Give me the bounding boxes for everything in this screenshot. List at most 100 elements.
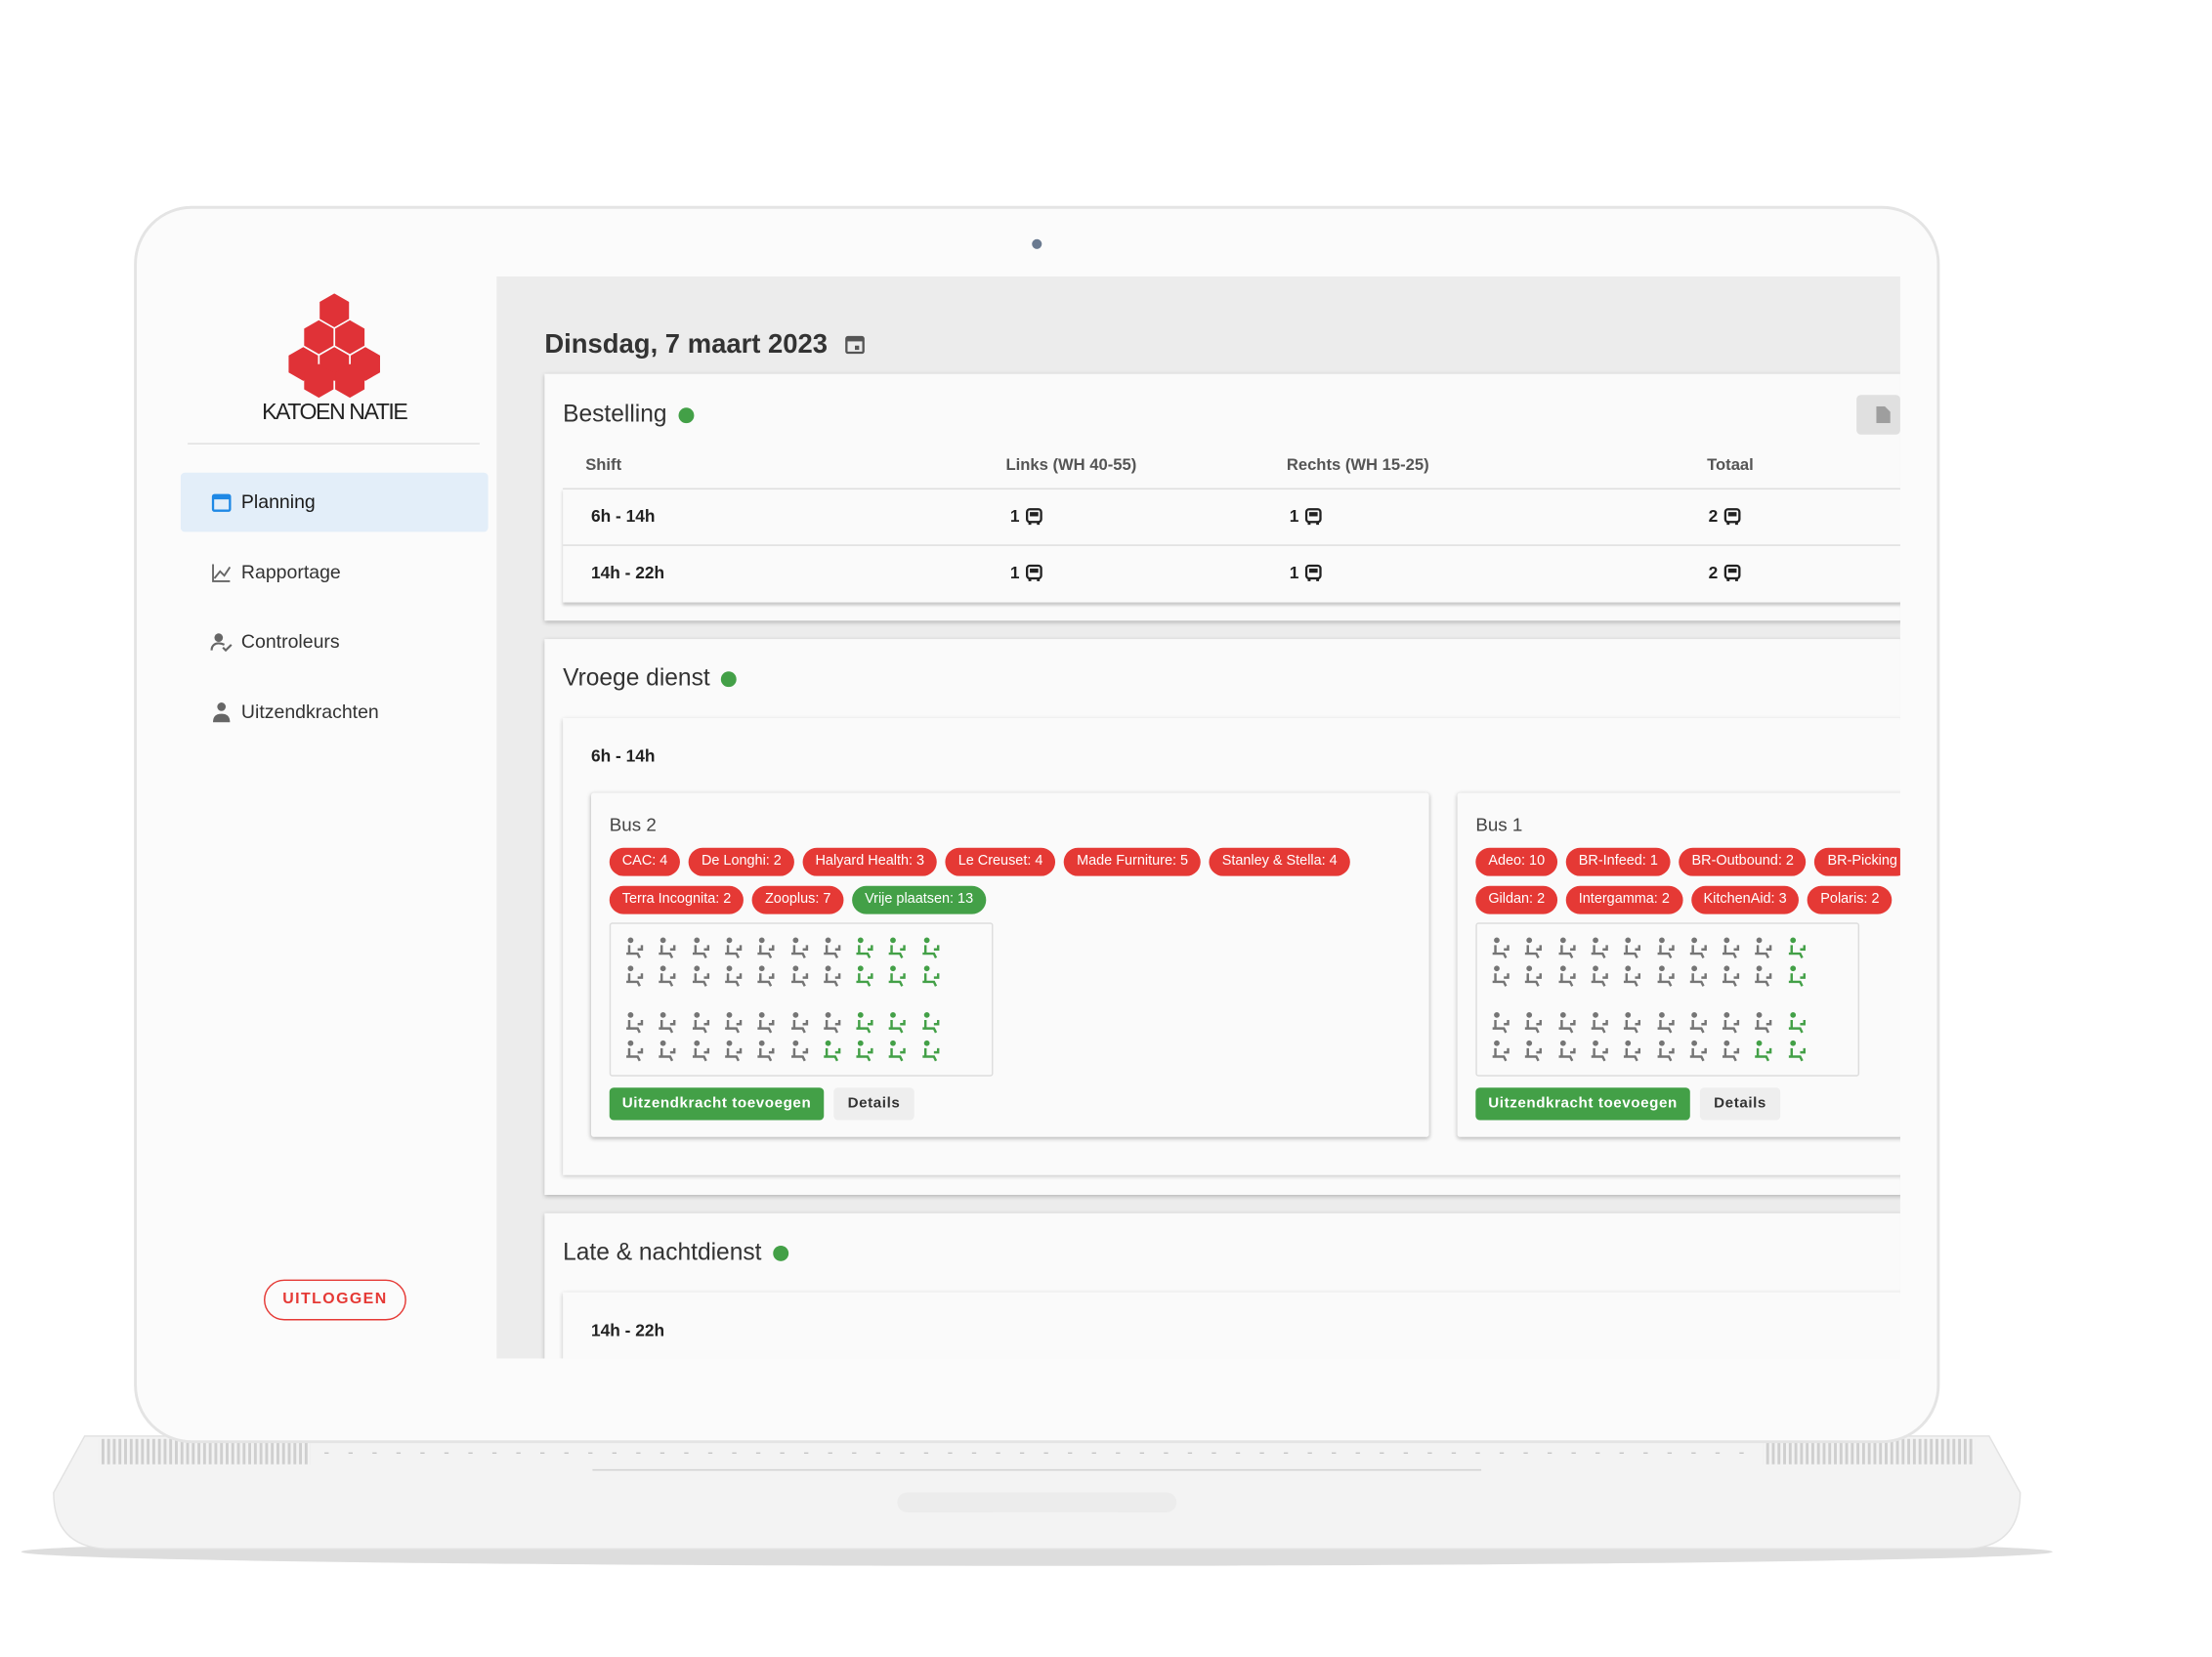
seat xyxy=(1723,1040,1740,1062)
nav-item[interactable]: Uitzendkrachten xyxy=(181,683,489,743)
seat xyxy=(1591,1011,1608,1034)
seat xyxy=(1689,965,1707,987)
table-cell: 2 xyxy=(1709,506,1741,527)
seat xyxy=(856,1011,873,1034)
nav-item[interactable]: Rapportage xyxy=(181,542,489,602)
table-cell: 1 xyxy=(1290,563,1322,582)
seat xyxy=(1624,937,1641,958)
seat xyxy=(1656,937,1674,958)
cell-text: 2 xyxy=(1708,563,1719,583)
seat xyxy=(1557,937,1576,958)
seat xyxy=(823,937,841,958)
bus-icon xyxy=(1025,564,1042,581)
column-header: Shift xyxy=(585,456,622,475)
calendar-icon xyxy=(845,335,865,355)
details-button[interactable]: Details xyxy=(833,1087,915,1121)
seat xyxy=(1656,1011,1674,1034)
bus-name: Bus 1 xyxy=(1475,814,1523,835)
column-header: Links (WH 40-55) xyxy=(1005,456,1137,475)
seat xyxy=(889,1040,907,1062)
seat xyxy=(1723,937,1740,958)
seat xyxy=(921,965,939,987)
bus-card: Bus 2 CAC: 4 De Longhi: 2 Halyard Health: 3… xyxy=(590,792,1429,1137)
seat xyxy=(757,965,775,987)
seat xyxy=(1591,937,1608,958)
logout-button[interactable]: UITLOGGEN xyxy=(264,1279,406,1321)
tag: BR-Outbound: 2 xyxy=(1679,847,1807,876)
bus-name: Bus 2 xyxy=(609,814,657,835)
seat xyxy=(1525,1040,1543,1062)
seat xyxy=(1557,965,1576,987)
logo-text: KATOEN NATIE xyxy=(262,401,408,425)
seat xyxy=(856,965,873,987)
seat xyxy=(921,1040,939,1062)
seat xyxy=(1755,1011,1772,1034)
card-title: Bestelling xyxy=(563,401,694,429)
seat xyxy=(1723,965,1740,987)
seat xyxy=(790,965,808,987)
cell-text: 1 xyxy=(1289,506,1299,527)
column-header: Rechts (WH 15-25) xyxy=(1286,456,1429,475)
seat xyxy=(921,937,939,958)
seat xyxy=(1492,1011,1510,1034)
card-title: Late & nachtdienst xyxy=(563,1239,788,1267)
card-title: Vroege dienst xyxy=(563,664,738,693)
tag: Polaris: 2 xyxy=(1808,885,1893,914)
export-button[interactable] xyxy=(1856,395,1900,435)
seat xyxy=(889,1011,907,1034)
tag: Made Furniture: 5 xyxy=(1064,847,1202,876)
seat xyxy=(1624,1011,1641,1034)
add-button[interactable]: Uitzendkracht toevoegen xyxy=(1475,1087,1690,1121)
seat xyxy=(1557,1011,1576,1034)
nav-item[interactable]: Controleurs xyxy=(181,613,489,672)
tag-row: Terra Incognita: 2 Zooplus: 7 Vrije plaats… xyxy=(609,884,995,914)
bus-icon xyxy=(1723,564,1741,581)
nav-label: Controleurs xyxy=(240,630,340,653)
tag: Terra Incognita: 2 xyxy=(609,885,744,914)
sidebar: KATOEN NATIE Planning Rapportage Controleur… xyxy=(180,276,497,1359)
tag: BR-Picking xyxy=(1814,847,1900,876)
nav-item[interactable]: Planning xyxy=(180,472,489,532)
nav-icon xyxy=(211,493,232,512)
tag: Zooplus: 7 xyxy=(751,885,844,914)
table-cell: 1 xyxy=(1289,506,1322,527)
divider xyxy=(188,443,480,445)
row-divider xyxy=(563,544,1900,546)
cell-text: 1 xyxy=(1009,563,1020,583)
seat xyxy=(626,1040,644,1062)
seat xyxy=(856,1040,873,1062)
seat xyxy=(692,1040,709,1062)
tag-row: Adeo: 10 BR-Infeed: 1 BR-Outbound: 2 BR-Pic… xyxy=(1475,846,1900,876)
seat-map xyxy=(609,922,994,1077)
tag: KitchenAid: 3 xyxy=(1690,885,1800,914)
seat xyxy=(790,937,808,958)
file-icon xyxy=(1876,405,1891,424)
seat xyxy=(1525,965,1543,987)
table-cell: 1 xyxy=(1010,506,1042,527)
add-button[interactable]: Uitzendkracht toevoegen xyxy=(609,1087,825,1121)
seat xyxy=(856,937,873,958)
seat xyxy=(1492,965,1510,987)
tag-row: Gildan: 2 Intergamma: 2 KitchenAid: 3 Polar… xyxy=(1475,884,1900,914)
tag: Vrije plaatsen: 13 xyxy=(852,885,987,914)
title-text: Late & nachtdienst xyxy=(563,1238,762,1266)
screen: KATOEN NATIE Planning Rapportage Controleur… xyxy=(180,276,1900,1359)
tag: Le Creuset: 4 xyxy=(945,847,1056,876)
seat xyxy=(1492,1040,1510,1062)
seat xyxy=(626,965,644,987)
table-cell: 14h - 22h xyxy=(591,563,664,582)
nav-icon xyxy=(212,564,232,582)
seat xyxy=(1689,1040,1707,1062)
tag: Intergamma: 2 xyxy=(1565,885,1682,914)
seat xyxy=(790,1040,808,1062)
nav-icon xyxy=(210,633,233,653)
seat xyxy=(1723,1011,1740,1034)
seat xyxy=(659,937,676,958)
camera xyxy=(1032,238,1042,249)
nav-label: Planning xyxy=(240,490,316,513)
details-button[interactable]: Details xyxy=(1699,1087,1781,1121)
seat xyxy=(725,965,743,987)
seat xyxy=(889,965,907,987)
